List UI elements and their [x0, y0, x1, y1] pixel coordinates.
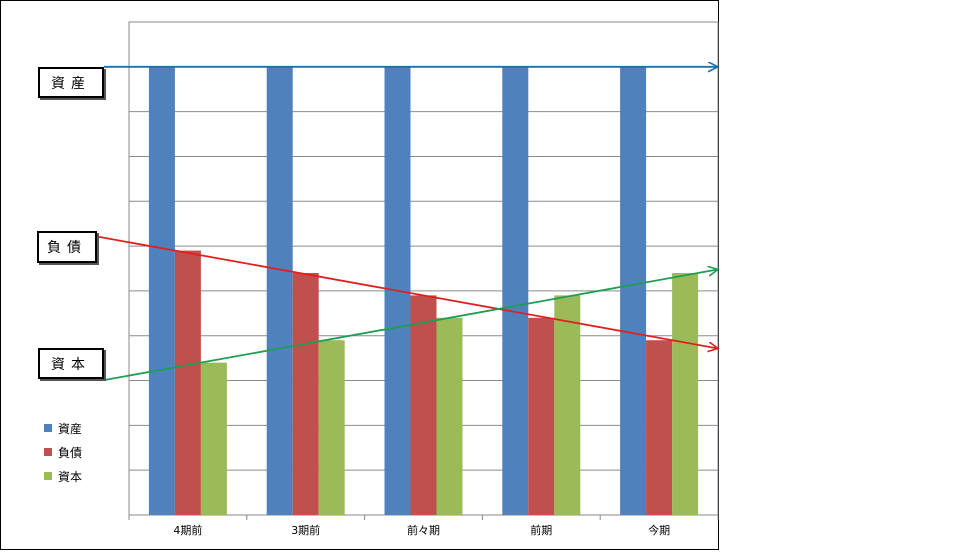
callout-equity: 資本 [38, 348, 104, 379]
trend-arrow-equity [103, 269, 718, 381]
x-tick-label: 3期前 [291, 523, 320, 537]
bar-equity [436, 317, 463, 515]
x-axis-ticks: 4期前 3期前 前々期 前期 今期 [128, 515, 719, 537]
bar-liabilities [646, 340, 673, 515]
callout-assets: 資産 [38, 67, 104, 98]
bar-assets [620, 66, 647, 516]
callout-assets-label: 資産 [51, 75, 91, 92]
legend-item-assets: 資産 [44, 416, 82, 440]
bar-equity [200, 362, 227, 515]
legend-swatch-liabilities [44, 448, 52, 456]
bar-liabilities [174, 250, 201, 515]
bar-equity [318, 340, 345, 515]
legend-swatch-assets [44, 424, 52, 432]
bar-equity [672, 272, 699, 515]
bar-assets [266, 66, 293, 516]
x-tick-label: 4期前 [173, 523, 202, 537]
callout-liabilities: 負債 [37, 231, 97, 263]
bars [148, 66, 699, 516]
bar-equity [554, 295, 581, 515]
legend: 資産 負債 資本 [44, 416, 82, 488]
trend-arrow-liabilities [96, 235, 718, 349]
bar-assets [148, 66, 175, 516]
legend-label-equity: 資本 [58, 469, 83, 484]
x-tick-label: 今期 [648, 523, 670, 537]
legend-item-equity: 資本 [44, 464, 82, 488]
trend-arrows [96, 67, 718, 381]
x-tick-label: 前期 [530, 523, 552, 537]
legend-swatch-equity [44, 472, 52, 480]
legend-label-liabilities: 負債 [58, 445, 83, 460]
callout-equity-label: 資本 [51, 356, 91, 373]
legend-label-assets: 資産 [58, 421, 83, 436]
bar-liabilities [292, 272, 319, 515]
bar-liabilities [528, 317, 555, 515]
bar-liabilities [410, 295, 437, 515]
legend-item-liabilities: 負債 [44, 440, 82, 464]
x-tick-label: 前々期 [407, 523, 440, 537]
callout-liabilities-label: 負債 [47, 240, 87, 256]
bar-assets [502, 66, 529, 516]
